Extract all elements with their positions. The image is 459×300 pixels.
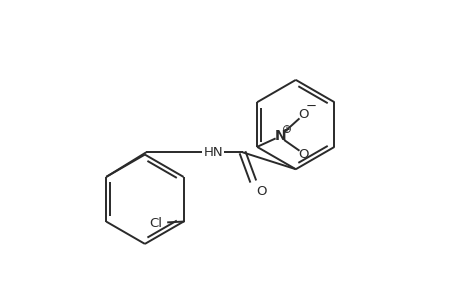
Text: HN: HN xyxy=(203,146,223,159)
Text: N: N xyxy=(274,129,285,143)
Text: O: O xyxy=(297,148,308,161)
Text: −: − xyxy=(305,100,316,113)
Text: O: O xyxy=(256,184,266,198)
Text: O: O xyxy=(297,108,308,121)
Text: Cl: Cl xyxy=(149,217,162,230)
Text: ⊕: ⊕ xyxy=(282,123,291,136)
